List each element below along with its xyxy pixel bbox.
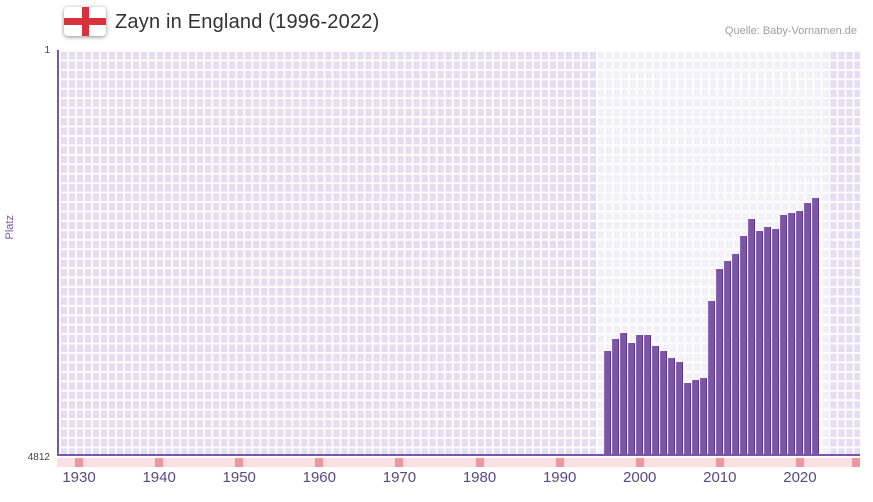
bar-2013[interactable] [740,236,748,454]
x-tick-label: 1940 [142,469,176,486]
strip-mark [75,458,84,467]
bar-2001[interactable] [644,334,652,454]
bars-layer [59,50,860,454]
plot-area [57,50,860,456]
bar-2002[interactable] [652,346,660,454]
strip-mark-right-edge [852,458,860,467]
x-tick-label: 2020 [783,469,817,486]
strip-mark [715,458,724,467]
bar-2020[interactable] [796,211,804,454]
x-tick-label: 1960 [302,469,336,486]
source-attribution: Quelle: Baby-Vornamen.de [724,25,857,37]
mini-strip [57,458,860,467]
bar-2008[interactable] [700,378,708,454]
bar-2015[interactable] [756,231,764,454]
chart-title: Zayn in England (1996-2022) [115,11,380,33]
bar-2018[interactable] [780,215,788,454]
x-tick-label: 1930 [62,469,96,486]
x-tick-label: 1970 [382,469,417,486]
y-tick-top: 1 [44,45,50,56]
england-flag-icon [64,7,106,36]
bar-2019[interactable] [788,213,796,454]
strip-mark [475,458,484,467]
strip-mark [235,458,244,467]
bar-2003[interactable] [660,350,668,454]
bar-2000[interactable] [636,335,644,454]
y-axis-label: Platz [4,215,16,240]
bar-2004[interactable] [668,358,676,454]
bar-2007[interactable] [692,380,700,454]
strip-mark [395,458,404,467]
bar-2017[interactable] [772,229,780,454]
bar-2010[interactable] [716,269,724,454]
bar-2009[interactable] [708,301,716,454]
bar-2005[interactable] [676,362,684,454]
strip-mark [155,458,164,467]
bar-2022[interactable] [812,198,820,454]
flag-cross-horizontal [64,18,106,25]
bar-1998[interactable] [620,332,628,454]
bar-1997[interactable] [612,338,620,454]
x-tick-label: 1980 [462,469,497,486]
bar-2021[interactable] [804,203,812,454]
bar-2011[interactable] [724,260,732,454]
x-tick-label: 1950 [222,469,256,486]
x-tick-label: 2010 [703,469,737,486]
x-tick-label: 1990 [542,469,577,486]
bar-1996[interactable] [604,350,612,454]
bar-2016[interactable] [764,227,772,454]
strip-mark [795,458,804,467]
bar-2014[interactable] [748,219,756,454]
strip-mark [635,458,644,467]
chart-header: Zayn in England (1996-2022) Quelle: Baby… [0,0,873,46]
bar-2012[interactable] [732,253,740,454]
bar-2006[interactable] [684,383,692,454]
x-tick-label: 2000 [623,469,657,486]
bar-1999[interactable] [628,343,636,454]
strip-mark [555,458,564,467]
y-tick-bottom: 4812 [27,452,50,463]
x-axis-ticks: 1930 1940 1950 1960 1970 1980 1990 2000 2010 2020 [0,469,873,489]
strip-mark [315,458,324,467]
